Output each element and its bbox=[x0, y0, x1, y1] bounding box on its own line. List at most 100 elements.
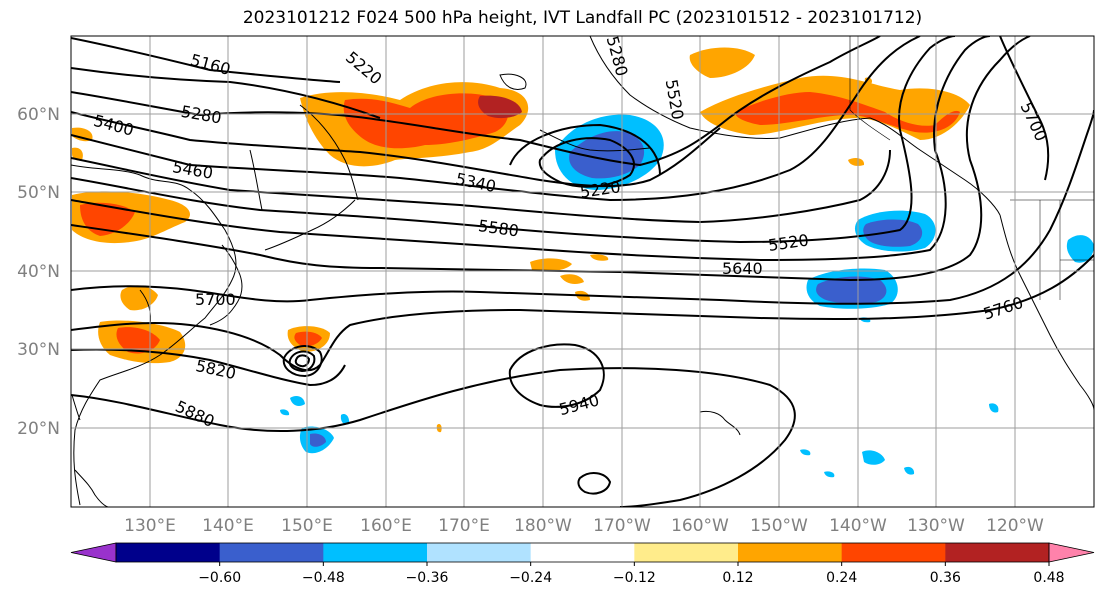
contour-line bbox=[538, 137, 635, 188]
coastline-bering-islands bbox=[499, 73, 527, 90]
colorbar-segment bbox=[634, 543, 739, 562]
lon-label: 160°W bbox=[671, 516, 729, 536]
ivt-patch bbox=[800, 449, 811, 456]
contour-line bbox=[577, 472, 612, 495]
ivt-patch bbox=[72, 127, 93, 142]
coastline-north-america bbox=[999, 214, 1094, 411]
coastline-kurils bbox=[264, 199, 356, 251]
contour-line bbox=[71, 36, 991, 262]
contour-line bbox=[71, 348, 346, 387]
ivt-patch bbox=[590, 254, 609, 261]
coastline-kamchatka bbox=[299, 104, 359, 201]
contour-line bbox=[71, 367, 796, 507]
contour-line bbox=[71, 36, 921, 202]
contour-line bbox=[71, 67, 381, 119]
colorbar-tick-label: 0.36 bbox=[930, 570, 961, 586]
lon-label: 160°E bbox=[360, 516, 412, 536]
gridlines bbox=[71, 36, 1094, 507]
contour-label: 5640 bbox=[722, 259, 763, 278]
ivt-patch bbox=[340, 414, 350, 425]
coastline-philippines bbox=[74, 469, 109, 507]
ivt-patch bbox=[569, 131, 645, 179]
colorbar-extend-high bbox=[1048, 542, 1095, 563]
contour-label: 5700 bbox=[195, 290, 236, 309]
ivt-patch bbox=[116, 327, 160, 354]
lon-label: 170°E bbox=[438, 516, 490, 536]
colorbar-tick-label: −0.24 bbox=[509, 570, 552, 586]
ivt-patch bbox=[294, 331, 322, 347]
ivt-patch bbox=[848, 157, 865, 166]
lon-label: 130°W bbox=[907, 516, 965, 536]
colorbar-segment bbox=[116, 543, 221, 562]
lon-label: 140°W bbox=[829, 516, 887, 536]
coastline-aleutians bbox=[539, 129, 651, 152]
ivt-patch bbox=[72, 147, 83, 161]
colorbar-tick-label: −0.36 bbox=[406, 570, 449, 586]
ivt-patch bbox=[530, 258, 572, 272]
ivt-patch bbox=[1066, 235, 1094, 263]
ivt-positive-patches bbox=[72, 47, 970, 433]
ivt-patch bbox=[863, 219, 923, 247]
contour-line bbox=[71, 111, 721, 188]
lon-label: 180°W bbox=[514, 516, 572, 536]
lat-label: 20°N bbox=[17, 419, 60, 439]
colorbar-segment bbox=[738, 543, 843, 562]
lon-label: 130°E bbox=[124, 516, 176, 536]
coastline-asia bbox=[71, 164, 237, 506]
contour-line bbox=[509, 123, 661, 176]
ivt-patch bbox=[904, 466, 915, 475]
contour-line bbox=[71, 36, 1031, 282]
ivt-patch bbox=[989, 403, 999, 413]
contour-line bbox=[288, 350, 316, 373]
map-title: 2023101212 F024 500 hPa height, IVT Land… bbox=[242, 8, 923, 28]
lon-axis-labels: 130°E 140°E 150°E 160°E 170°E 180°W 170°… bbox=[124, 516, 1044, 536]
colorbar-extend-low bbox=[70, 542, 117, 563]
colorbar-segment bbox=[530, 543, 635, 562]
coastline-japan bbox=[209, 244, 243, 326]
colorbar-segment bbox=[945, 543, 1050, 562]
ivt-patch bbox=[862, 450, 885, 465]
ivt-patch bbox=[478, 95, 522, 119]
colorbar-tick-label: −0.12 bbox=[613, 570, 656, 586]
lon-label: 150°E bbox=[281, 516, 333, 536]
ivt-patch bbox=[824, 471, 835, 478]
colorbar: −0.60 −0.48 −0.36 −0.24 −0.12 0.12 0.24 0.36 0.4… bbox=[70, 542, 1095, 586]
contour-line bbox=[999, 36, 1050, 181]
contour-line bbox=[71, 36, 956, 244]
height-contours bbox=[71, 36, 1094, 507]
colorbar-segment bbox=[841, 543, 946, 562]
coastline-alaska bbox=[589, 36, 1001, 216]
ivt-patch bbox=[310, 433, 326, 447]
ivt-patch bbox=[816, 276, 887, 304]
ivt-patch bbox=[290, 396, 305, 406]
ivt-negative-patches bbox=[280, 114, 1094, 478]
ivt-patch bbox=[280, 409, 290, 416]
coastline-taiwan bbox=[71, 394, 81, 421]
coastline-hawaii bbox=[699, 410, 741, 436]
lon-label: 120°W bbox=[986, 516, 1044, 536]
ivt-patch bbox=[689, 47, 755, 78]
colorbar-tick-label: 0.12 bbox=[722, 570, 753, 586]
lon-label: 150°W bbox=[750, 516, 808, 536]
contour-line bbox=[71, 254, 1094, 372]
colorbar-segment bbox=[219, 543, 324, 562]
lat-label: 60°N bbox=[17, 105, 60, 125]
contour-line bbox=[71, 149, 891, 224]
colorbar-tick-label: −0.60 bbox=[198, 570, 241, 586]
ivt-patch bbox=[343, 93, 509, 149]
colorbar-segment bbox=[323, 543, 428, 562]
lon-label: 140°E bbox=[202, 516, 254, 536]
lat-axis-labels: 60°N 50°N 40°N 30°N 20°N bbox=[17, 105, 60, 439]
ivt-patch bbox=[735, 92, 960, 133]
lat-label: 50°N bbox=[17, 183, 60, 203]
colorbar-tick-label: −0.48 bbox=[302, 570, 345, 586]
coastline-sakhalin bbox=[249, 149, 263, 211]
contour-line bbox=[508, 343, 605, 408]
colorbar-tick-label: 0.24 bbox=[826, 570, 857, 586]
lat-label: 40°N bbox=[17, 262, 60, 282]
colorbar-segment bbox=[427, 543, 532, 562]
contour-line bbox=[71, 109, 1094, 305]
lat-label: 30°N bbox=[17, 340, 60, 360]
border-alaska-canada bbox=[849, 36, 891, 141]
